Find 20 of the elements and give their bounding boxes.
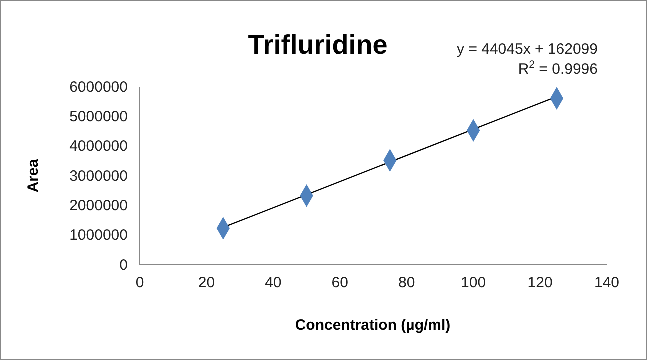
y-tick-label: 2000000 [70,197,128,214]
x-tick-label: 60 [332,274,348,292]
chart-title: Trifluridine [248,30,388,60]
y-tick-label: 5000000 [70,108,128,126]
x-tick-label: 40 [265,274,282,292]
y-tick-label: 4000000 [70,138,128,156]
x-tick-label: 140 [594,274,620,292]
text: R$^{2}$ = 0.9996 [518,59,598,78]
y-tick-label: 6000000 [70,78,128,96]
text: y = 44045x + 162099 [457,41,598,58]
x-axis-title: Concentration (µg/ml) [295,317,451,334]
x-tick-label: 20 [198,274,216,292]
x-tick-label: 100 [461,274,486,292]
y-tick-label: 1000000 [70,227,128,244]
x-tick-label: 80 [398,274,416,292]
y-tick-label: 3000000 [70,168,128,185]
x-tick-label: 120 [528,274,553,292]
x-tick-label: 0 [136,274,144,292]
y-tick-label: 0 [120,256,128,274]
y-axis-title: Area [25,158,42,193]
